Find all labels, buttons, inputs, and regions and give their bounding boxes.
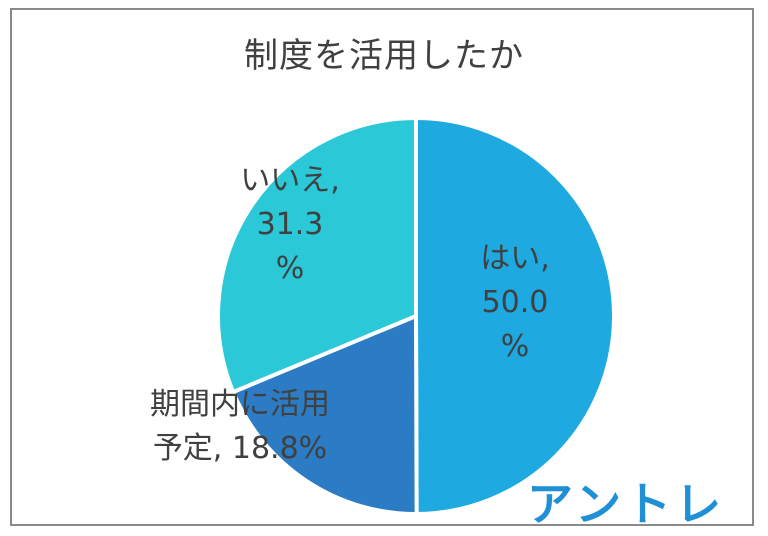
pie-slices [216,115,616,517]
slice-label-1: はい, 50.0% [480,241,550,364]
pie-slice-3 [216,115,418,395]
pie-slice-2 [230,313,419,516]
slice-label-3: いいえ, 31.3% [240,163,340,286]
antore-logo: アントレ [527,477,726,531]
slice-labels: はい, 50.0 % 期間内に活用予定, 18.8% いいえ, 31.3% [150,163,550,466]
chart-title: 制度を活用したか [244,36,524,76]
slice-label-2: 期間内に活用予定, 18.8% [150,387,330,466]
pie-slice-1 [414,115,616,517]
